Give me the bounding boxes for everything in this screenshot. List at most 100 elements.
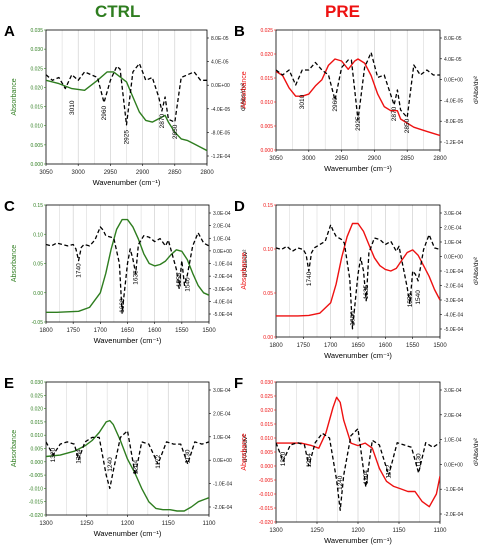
y2-tick-label: -1.0E-04 <box>444 269 463 275</box>
y2-axis-label: d²Abs/dν² <box>473 437 480 466</box>
y-tick-label: 0.10 <box>33 232 43 238</box>
peak-label: 2850 <box>172 124 179 139</box>
peak-label: 1540 <box>184 277 191 292</box>
peak-label: 3010 <box>299 94 306 109</box>
x-tick-label: 1250 <box>310 528 324 534</box>
peak-label: 1635 <box>363 285 370 300</box>
panel-letter: E <box>4 375 14 392</box>
y-axis-label: Absorbance <box>241 252 248 289</box>
peak-label: 1284 <box>306 453 313 468</box>
y2-tick-label: 2.0E-04 <box>213 224 231 230</box>
absorbance-line <box>276 58 440 137</box>
y-tick-label: -0.005 <box>29 473 43 479</box>
y2-tick-label: 0.0E+00 <box>213 458 232 464</box>
second-derivative-line <box>276 51 440 121</box>
y-tick-label: 0.00 <box>33 291 43 297</box>
peak-label: 1660 <box>350 311 357 326</box>
panel-letter: D <box>234 198 245 215</box>
y2-tick-label: -1.0E-04 <box>213 482 232 488</box>
x-tick-label: 1200 <box>121 521 135 527</box>
y2-tick-label: 4.0E-05 <box>444 57 462 63</box>
panel-a: 3050 3000 2950 2900 2850 2800 0.000 0.005 0.010 0… <box>4 23 247 187</box>
panel-letter: A <box>4 23 15 40</box>
y-tick-label: 0.020 <box>30 407 43 413</box>
y-tick-label: 0.010 <box>260 436 273 442</box>
x-tick-label: 1700 <box>94 328 108 334</box>
y-tick-label: -0.010 <box>29 486 43 492</box>
y2-axis-label: d²Abs/dν² <box>473 256 480 285</box>
y-tick-label: 0.000 <box>30 460 43 466</box>
second-derivative-line <box>46 430 209 490</box>
pre-column-title: PRE <box>325 2 360 21</box>
peak-label: 2870 <box>391 106 398 121</box>
y-tick-label: 0.025 <box>30 393 43 399</box>
peak-label: 2960 <box>101 105 108 120</box>
x-tick-label: 1750 <box>66 328 80 334</box>
peak-label: 2925 <box>355 116 362 131</box>
y-tick-label: -0.010 <box>259 492 273 498</box>
y-tick-label: 0.020 <box>260 52 273 58</box>
peak-label: 1555 <box>176 272 183 287</box>
y2-tick-label: -1.0E-04 <box>444 487 463 493</box>
peak-label: 1740 <box>76 263 83 278</box>
x-tick-label: 2800 <box>433 156 447 162</box>
y2-tick-label: 1.0E-04 <box>444 240 462 246</box>
y-tick-label: 0.10 <box>263 247 273 253</box>
y-tick-label: 0.000 <box>260 464 273 470</box>
x-tick-label: 3000 <box>72 170 86 176</box>
panel-letter: B <box>234 23 245 40</box>
y-tick-label: 0.005 <box>30 447 43 453</box>
absorbance-line <box>276 396 440 508</box>
y-tick-label: 0.010 <box>260 100 273 106</box>
x-tick-label: 1800 <box>269 343 283 349</box>
x-tick-label: 1750 <box>297 343 311 349</box>
x-tick-label: 2900 <box>136 170 150 176</box>
y-tick-label: 0.020 <box>260 408 273 414</box>
y-tick-label: 0.010 <box>30 433 43 439</box>
x-tick-label: 1300 <box>269 528 283 534</box>
x-tick-label: 3050 <box>39 170 53 176</box>
y-axis-label: Absorbance <box>241 433 248 470</box>
y2-tick-label: 8.0E-05 <box>444 36 462 42</box>
x-tick-label: 1550 <box>175 328 189 334</box>
peak-label: 2870 <box>159 114 166 129</box>
x-axis-label: Wavenumber (cm⁻¹) <box>94 529 162 538</box>
x-tick-label: 2850 <box>401 156 415 162</box>
x-tick-label: 1600 <box>379 343 393 349</box>
y-tick-label: 0.000 <box>30 162 43 168</box>
peak-label: 1320 <box>50 448 57 463</box>
y2-tick-label: -3.0E-04 <box>444 298 463 304</box>
x-axis-label: Wavenumber (cm⁻¹) <box>93 178 161 187</box>
absorbance-line <box>46 218 209 313</box>
peak-label: 1204 <box>363 470 370 485</box>
x-tick-label: 3000 <box>302 156 316 162</box>
y-tick-label: -0.015 <box>29 500 43 506</box>
y-tick-label: 0.015 <box>30 105 43 111</box>
y2-tick-label: 2.0E-04 <box>444 226 462 232</box>
peak-label: 1635 <box>133 270 140 285</box>
y2-tick-label: 1.0E-04 <box>213 236 231 242</box>
y2-tick-label: 2.0E-04 <box>213 411 231 417</box>
x-tick-label: 1650 <box>351 343 365 349</box>
y-tick-label: -0.05 <box>32 320 44 326</box>
x-tick-label: 2800 <box>200 170 214 176</box>
y2-tick-label: -5.0E-04 <box>213 312 232 318</box>
y2-tick-label: 2.0E-04 <box>444 413 462 419</box>
second-derivative-line <box>46 62 207 126</box>
x-tick-label: 2950 <box>335 156 349 162</box>
y2-tick-label: -8.0E-05 <box>444 119 463 125</box>
peak-label: 1320 <box>280 451 287 466</box>
y2-tick-label: 3.0E-04 <box>213 388 231 394</box>
y-tick-label: -0.020 <box>29 513 43 519</box>
plot-frame <box>275 29 441 151</box>
x-tick-label: 2850 <box>168 170 182 176</box>
y2-tick-label: -4.0E-04 <box>213 299 232 305</box>
panel-c: 1800 1750 1700 1650 1600 1550 1500 -0.05 0.00 0.0… <box>4 198 249 345</box>
y2-tick-label: 0.0E+00 <box>213 249 232 255</box>
y-tick-label: -0.020 <box>259 520 273 526</box>
y2-axis-label: d²Abs/dν² <box>242 249 249 278</box>
panel-b: 3050 3000 2950 2900 2850 2800 0.000 0.005 0.010 0… <box>234 23 480 173</box>
y2-tick-label: -4.0E-05 <box>211 107 230 113</box>
